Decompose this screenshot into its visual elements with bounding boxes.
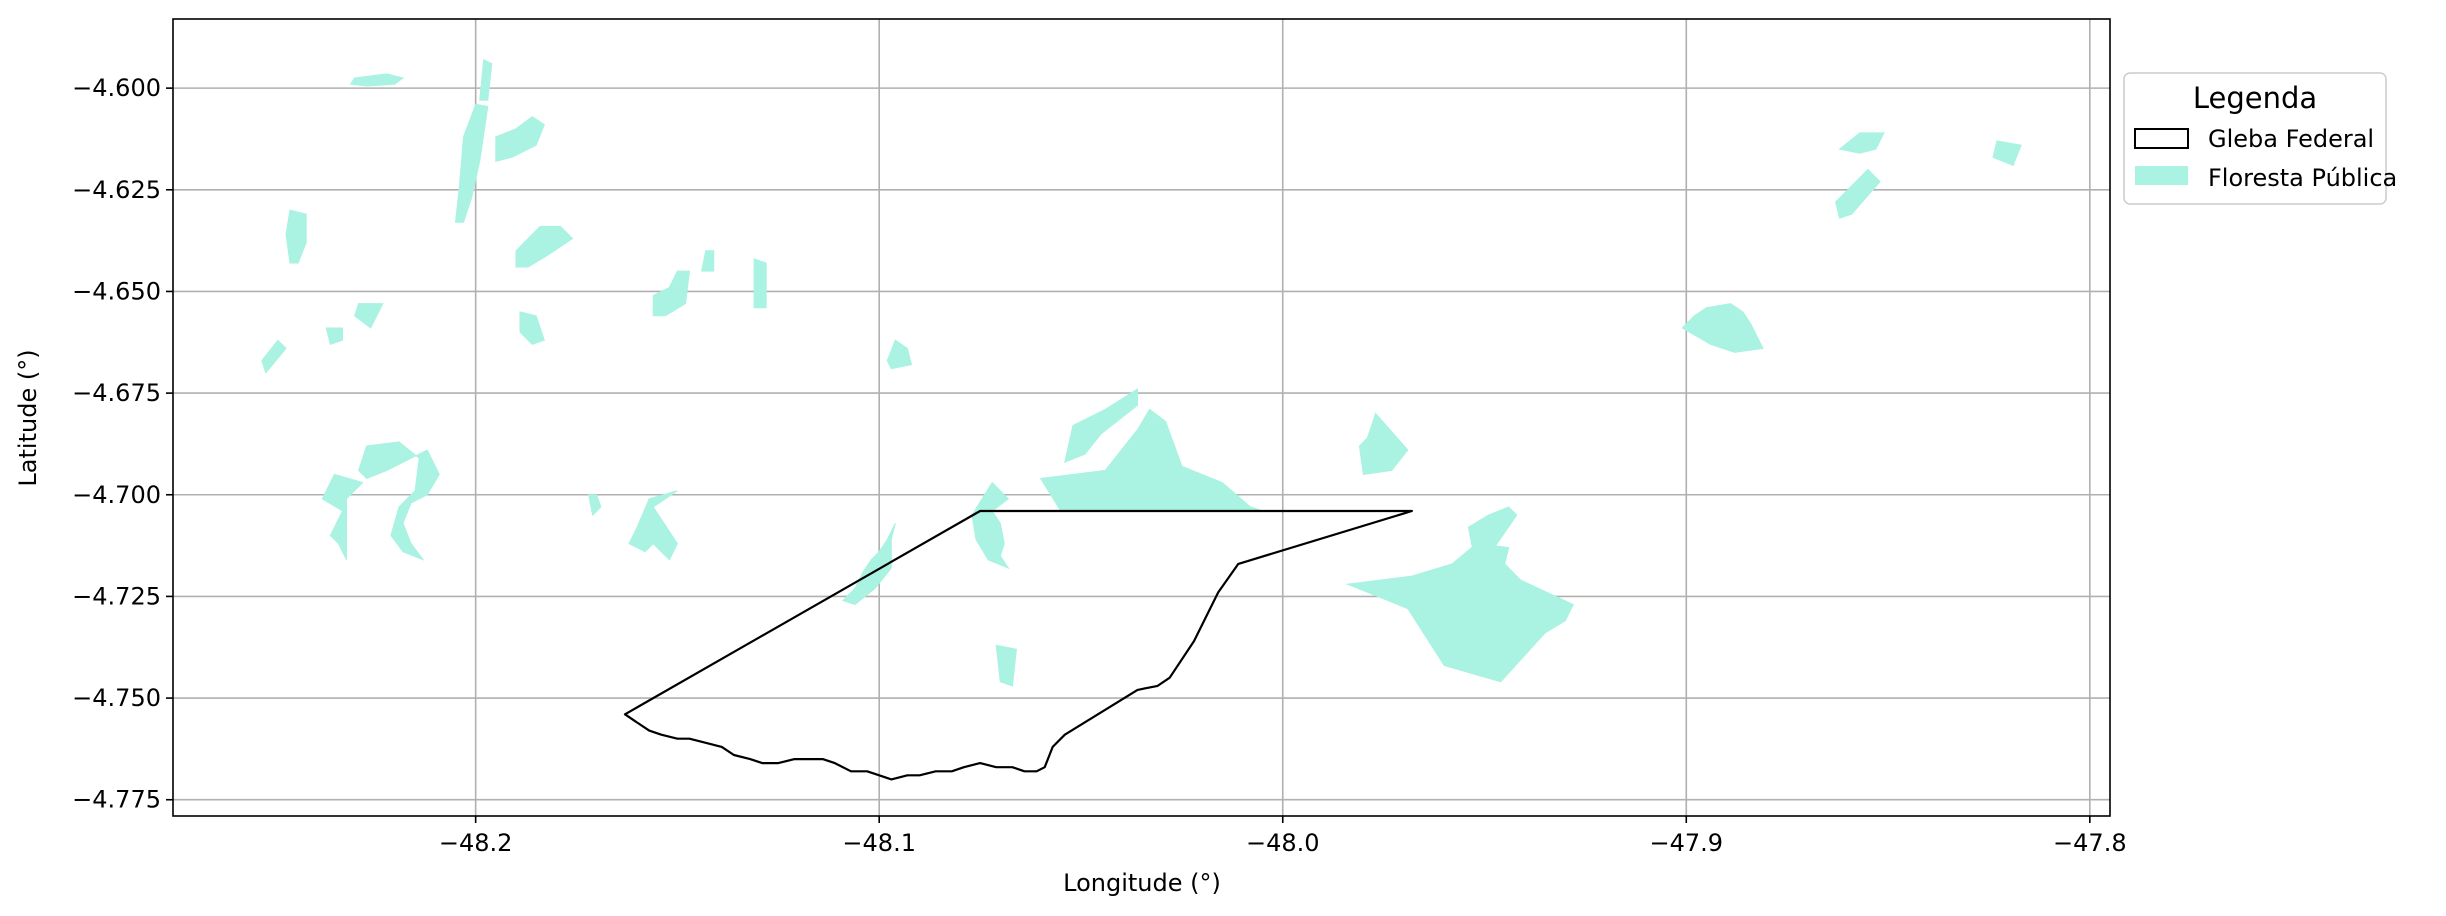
y-axis-ticks: −4.600 −4.625 −4.650 −4.675 −4.700 −4.725 −4.7… [72,74,173,814]
floresta-publica-polygon [1835,168,1881,219]
legend-label-gleba-federal: Gleba Federal [2208,125,2374,153]
floresta-publica-layer [261,58,2022,687]
x-axis-label: Longitude (°) [1063,869,1221,897]
floresta-publica-polygon [261,339,287,374]
floresta-publica-polygon [652,270,691,317]
x-axis-ticks: −48.2 −48.1 −48.0 −47.9 −47.8 [439,816,2127,857]
floresta-publica-polygon [495,115,545,162]
floresta-publica-polygon [325,327,343,345]
floresta-publica-polygon [753,258,767,309]
floresta-publica-polygon [971,481,1010,570]
floresta-publica-polygon [1064,388,1138,464]
x-tick-label: −48.2 [439,829,513,857]
floresta-publica-polygon [628,490,678,561]
y-tick-label: −4.750 [72,684,161,712]
x-tick-label: −47.9 [1650,829,1724,857]
floresta-publica-polygon [700,250,715,272]
floresta-publica-polygon [519,311,545,345]
legend: Legenda Gleba Federal Floresta Pública [2123,72,2397,205]
y-tick-label: −4.775 [72,786,161,814]
floresta-publica-polygon [1992,140,2022,167]
y-tick-label: −4.625 [72,176,161,204]
floresta-publica-polygon [358,441,440,561]
floresta-publica-polygon [454,103,489,223]
y-tick-label: −4.725 [72,582,161,610]
floresta-publica-polygon [1681,303,1764,353]
floresta-publica-polygon [841,522,896,606]
axes-frame [172,18,2111,817]
floresta-publica-polygon [587,494,602,517]
y-tick-label: −4.600 [72,74,161,102]
x-tick-label: −47.8 [2053,829,2127,857]
floresta-publica-polygon [886,339,913,370]
x-tick-label: −48.1 [842,829,916,857]
floresta-publica-polygon [479,58,493,101]
floresta-publica-polygon [515,225,574,268]
legend-title: Legenda [2193,81,2317,115]
floresta-publica-polygon [1467,506,1518,557]
legend-swatch-gleba-federal [2134,128,2189,149]
floresta-publica-polygon [1358,412,1409,475]
legend-swatch-floresta-publica [2135,166,2188,185]
floresta-publica-polygon [321,473,364,561]
floresta-publica-polygon [285,209,307,264]
y-axis-label: Latitude (°) [14,349,42,486]
floresta-publica-polygon [354,303,384,329]
y-tick-label: −4.650 [72,277,161,305]
gleba-federal-boundary [623,509,1414,781]
legend-label-floresta-publica: Floresta Pública [2208,164,2397,192]
legend-box [2123,72,2387,205]
floresta-publica-polygon [349,73,405,87]
y-tick-label: −4.675 [72,379,161,407]
floresta-publica-polygon [995,644,1017,687]
floresta-publica-polygon [1838,132,1885,154]
gleba-federal-layer [623,509,1414,781]
x-tick-label: −48.0 [1246,829,1320,857]
floresta-publica-polygon [1345,543,1574,683]
y-tick-label: −4.700 [72,481,161,509]
